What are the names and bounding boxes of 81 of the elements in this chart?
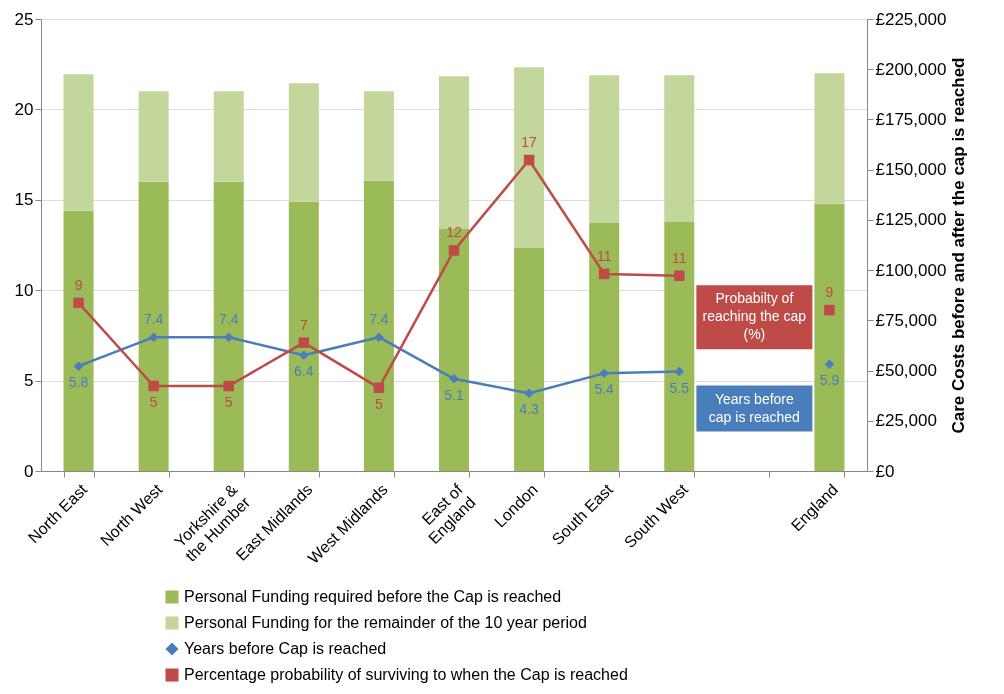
point [674, 366, 685, 377]
bar [514, 67, 545, 249]
data-label: 7.4 [143, 311, 164, 328]
bar [363, 91, 394, 181]
legend-label: Percentage probability of surviving to when the Cap is reached [184, 666, 628, 683]
data-label: 5.1 [444, 386, 464, 403]
y2-axis-title: Care Costs before and after the cap is reached [949, 57, 969, 434]
data-label: 5.4 [594, 381, 615, 398]
y-tick-label: 25 [14, 9, 34, 29]
y2-tick-label: £200,000 [875, 59, 947, 79]
y2-tick-label: £0 [875, 461, 895, 481]
legend-label: Personal Funding for the remainder of the 10 year period [184, 614, 587, 631]
point [299, 350, 309, 361]
bar [138, 91, 169, 182]
y-tick-label: 5 [24, 371, 34, 391]
data-label: 9 [74, 276, 83, 293]
data-label: 12 [446, 224, 462, 241]
point [73, 297, 84, 309]
y2-tick-label: £150,000 [875, 160, 947, 180]
data-label: 7.4 [218, 311, 239, 328]
point [523, 154, 535, 166]
point [298, 337, 310, 348]
bar [438, 76, 470, 229]
data-label: 9 [825, 284, 834, 301]
y-tick-label: 15 [14, 190, 34, 210]
bar [63, 210, 94, 471]
bar [63, 74, 94, 211]
bar [213, 91, 244, 182]
data-label: 11 [596, 247, 612, 264]
point [223, 380, 234, 392]
point [824, 304, 835, 316]
y2-tick-label: £75,000 [875, 310, 937, 330]
y2-tick-label: £100,000 [875, 260, 947, 280]
y2-tick-label: £225,000 [875, 9, 947, 29]
bar [138, 181, 169, 471]
bar [664, 221, 695, 471]
y2-tick-label: £25,000 [875, 411, 937, 431]
point [73, 361, 84, 371]
bar [288, 83, 319, 202]
y2-tick-label: £175,000 [875, 109, 947, 129]
data-label: 17 [521, 134, 538, 151]
point [148, 332, 159, 342]
legend-label: Personal Funding required before the Cap is reached [184, 588, 562, 605]
data-label: 5.5 [669, 379, 690, 396]
point [674, 270, 685, 281]
bar [213, 181, 244, 471]
y-tick-label: 0 [24, 461, 34, 481]
data-label: 5.8 [68, 374, 89, 391]
y2-tick-label: £125,000 [875, 210, 947, 230]
bar [363, 180, 394, 471]
data-label: 11 [672, 249, 687, 266]
point [524, 388, 534, 398]
annotation: Probabilty of reaching the cap (%) [702, 290, 807, 343]
legend-label: Years before Cap is reached [184, 640, 387, 657]
bar [514, 248, 545, 471]
bar [589, 75, 620, 223]
annotation: Years before cap is reached [708, 390, 800, 425]
point [148, 380, 159, 392]
point [448, 245, 460, 256]
point [374, 332, 384, 342]
bar [288, 201, 319, 471]
data-label: 6.4 [294, 363, 314, 380]
y2-tick-label: £50,000 [875, 361, 937, 381]
point [824, 359, 835, 370]
bar [438, 228, 470, 471]
data-label: 7.4 [369, 311, 389, 328]
bar [814, 203, 845, 471]
bar [589, 222, 620, 471]
point [373, 382, 385, 394]
data-label: 5 [375, 395, 384, 412]
point [598, 268, 610, 280]
y-tick-label: 20 [14, 99, 34, 119]
bar [664, 75, 695, 222]
data-label: 5.9 [819, 372, 840, 389]
point [599, 368, 609, 379]
data-label: 5 [149, 394, 158, 411]
data-label: 4.3 [519, 401, 540, 418]
data-label: 7 [299, 316, 308, 333]
bar [814, 73, 845, 204]
y-tick-label: 10 [14, 280, 34, 300]
data-label: 5 [224, 394, 233, 411]
